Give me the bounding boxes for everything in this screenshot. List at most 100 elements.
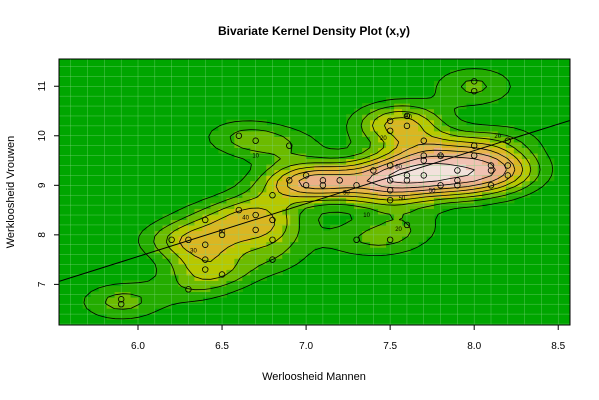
density-cell bbox=[242, 263, 251, 270]
density-cell bbox=[370, 152, 379, 160]
density-cell bbox=[242, 280, 251, 287]
density-cell bbox=[370, 236, 379, 243]
density-cell bbox=[226, 252, 235, 259]
density-cell bbox=[186, 263, 196, 270]
density-cell bbox=[186, 202, 196, 209]
density-cell bbox=[226, 186, 235, 193]
density-cell bbox=[242, 224, 251, 232]
density-cell bbox=[441, 163, 451, 171]
density-cell bbox=[162, 280, 172, 287]
density-cell bbox=[258, 269, 267, 276]
density-cell bbox=[473, 147, 483, 154]
density-cell bbox=[449, 80, 459, 88]
contour-label: 60 bbox=[219, 229, 226, 235]
density-cell bbox=[457, 141, 467, 148]
density-cell bbox=[449, 163, 459, 171]
density-cell bbox=[194, 280, 204, 287]
x-axis-label: Werloosheid Mannen bbox=[262, 371, 366, 383]
density-cell bbox=[338, 230, 347, 237]
density-cell bbox=[226, 274, 235, 281]
density-cell bbox=[394, 169, 403, 176]
density-cell bbox=[465, 86, 475, 93]
density-cell bbox=[457, 69, 467, 76]
density-cell bbox=[378, 236, 387, 243]
density-cell bbox=[362, 224, 371, 232]
density-cell bbox=[330, 169, 339, 176]
density-cell bbox=[402, 197, 411, 204]
density-cell bbox=[258, 152, 267, 160]
density-cell bbox=[537, 175, 547, 182]
density-cell bbox=[242, 269, 251, 276]
data-point bbox=[386, 162, 394, 169]
density-cell bbox=[282, 263, 291, 270]
data-point bbox=[353, 182, 360, 189]
density-cell bbox=[338, 236, 347, 243]
density-cell bbox=[465, 163, 475, 171]
density-cell bbox=[290, 152, 299, 160]
density-cell bbox=[354, 224, 363, 232]
y-tick-label: 10 bbox=[37, 130, 48, 142]
density-cell bbox=[457, 75, 467, 82]
density-cell bbox=[473, 86, 483, 93]
density-cell bbox=[218, 136, 227, 143]
density-cell bbox=[266, 147, 275, 154]
density-cell bbox=[410, 125, 419, 132]
density-cell bbox=[457, 169, 467, 176]
density-cell bbox=[242, 274, 251, 281]
density-cell bbox=[146, 230, 156, 237]
density-cell bbox=[370, 163, 379, 171]
density-cell bbox=[354, 175, 363, 182]
density-cell bbox=[258, 136, 267, 143]
density-cell bbox=[433, 202, 443, 209]
density-cell bbox=[354, 141, 363, 148]
density-cell bbox=[242, 230, 251, 237]
density-cell bbox=[441, 80, 451, 88]
density-cell bbox=[410, 108, 419, 115]
density-cell bbox=[210, 213, 219, 221]
density-cell bbox=[306, 224, 315, 232]
density-cell bbox=[186, 230, 196, 237]
density-cell bbox=[433, 91, 443, 99]
density-cell bbox=[489, 80, 499, 88]
density-cell bbox=[306, 191, 315, 198]
density-cell bbox=[394, 202, 403, 209]
density-cell bbox=[290, 213, 299, 221]
density-cell bbox=[473, 69, 483, 76]
density-cell bbox=[433, 208, 443, 215]
density-cell bbox=[473, 136, 483, 143]
density-cell bbox=[378, 169, 387, 176]
density-cell bbox=[146, 224, 156, 232]
density-cell bbox=[314, 219, 323, 226]
density-cell bbox=[290, 191, 299, 198]
density-cell bbox=[521, 163, 531, 171]
density-cell bbox=[441, 119, 451, 126]
contour-label: 20 bbox=[380, 136, 387, 142]
contour-label: 50 bbox=[399, 196, 406, 202]
density-cell bbox=[545, 158, 555, 165]
density-cell bbox=[314, 230, 323, 237]
density-cell bbox=[410, 224, 419, 232]
density-cell bbox=[378, 197, 387, 204]
density-cell bbox=[346, 247, 355, 254]
density-cell bbox=[521, 169, 531, 176]
density-cell bbox=[170, 213, 180, 221]
density-cell bbox=[282, 197, 291, 204]
density-cell bbox=[402, 136, 411, 143]
density-cell bbox=[465, 69, 475, 76]
density-cell bbox=[441, 186, 451, 193]
density-cell bbox=[258, 224, 267, 232]
density-cell bbox=[418, 191, 427, 198]
density-cell bbox=[258, 230, 267, 237]
density-cell bbox=[418, 130, 427, 137]
density-cell bbox=[242, 252, 251, 259]
density-cell bbox=[449, 186, 459, 193]
density-cell bbox=[282, 175, 291, 182]
data-point bbox=[470, 78, 478, 85]
density-cell bbox=[449, 91, 459, 99]
density-cell bbox=[186, 236, 196, 243]
density-cell bbox=[338, 191, 347, 198]
density-cell bbox=[242, 180, 251, 187]
density-cell bbox=[410, 130, 419, 137]
density-cell bbox=[410, 197, 419, 204]
density-cell bbox=[410, 202, 419, 209]
